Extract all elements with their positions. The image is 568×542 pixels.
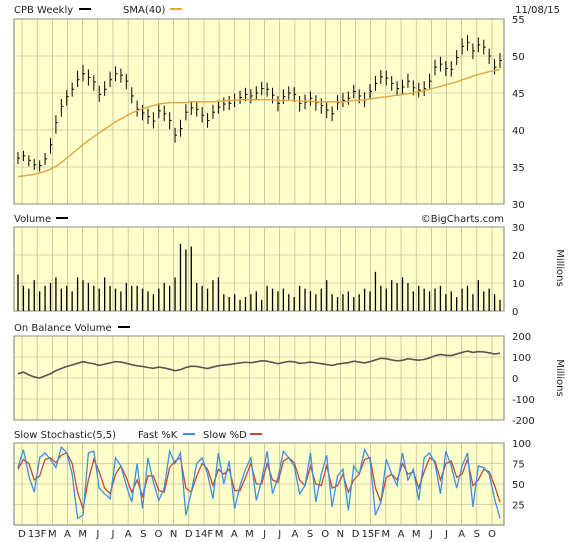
- obv-line: [17, 350, 501, 379]
- obv-plot: [17, 350, 501, 379]
- y-tick-label: 55: [512, 15, 525, 26]
- watermark: ©BigCharts.com: [421, 214, 504, 225]
- obv-unit-label: Millions: [554, 359, 565, 396]
- x-tick-label: N: [170, 529, 177, 540]
- stoch-header: Slow Stochastic(5,5) Fast %K Slow %D: [14, 430, 262, 441]
- x-tick-label: M: [382, 529, 391, 540]
- y-axis-ticks: 55504540353030201002001000-100-200100755…: [512, 15, 535, 512]
- x-tick-label: J: [110, 529, 114, 540]
- sma-label: SMA(40): [123, 5, 165, 16]
- stoch-title: Slow Stochastic(5,5): [14, 430, 116, 441]
- y-tick-label: 100: [512, 439, 531, 450]
- x-tick-label: O: [155, 529, 163, 540]
- x-tick-label: J: [444, 529, 448, 540]
- y-tick-label: 0: [512, 374, 518, 385]
- x-tick-label: D: [18, 529, 26, 540]
- slow-d-label: Slow %D: [203, 430, 247, 441]
- fast-k-line: [17, 445, 501, 520]
- x-tick-label: A: [125, 529, 132, 540]
- x-tick-label: M: [48, 529, 57, 540]
- volume-unit-label: Millions: [554, 249, 565, 286]
- y-tick-label: 50: [512, 480, 525, 491]
- y-tick-label: 10: [512, 279, 525, 290]
- volume-panel: [13, 226, 505, 312]
- x-tick-label: S: [307, 529, 313, 540]
- x-tick-label: 14F: [195, 529, 214, 540]
- volume-legend-swatch: [56, 217, 68, 219]
- fast-k-legend-swatch: [183, 433, 195, 435]
- y-tick-label: 25: [512, 501, 525, 512]
- symbol-label: CPB Weekly: [14, 5, 73, 16]
- x-tick-label: M: [245, 529, 254, 540]
- x-tick-label: S: [140, 529, 146, 540]
- x-axis: D 13F M A M J J A S O N D 14F M A M J J A S O N D 15F M A M J J A S O: [18, 529, 496, 540]
- volume-header: Volume ©BigCharts.com: [14, 214, 504, 225]
- price-plot: [17, 35, 502, 178]
- x-tick-label: J: [277, 529, 281, 540]
- x-tick-label: J: [262, 529, 266, 540]
- x-tick-label: A: [64, 529, 71, 540]
- x-tick-label: O: [488, 529, 496, 540]
- volume-plot: [17, 243, 501, 311]
- sma-line: [17, 68, 501, 178]
- volume-title: Volume: [14, 214, 51, 225]
- x-tick-label: J: [429, 529, 433, 540]
- y-tick-label: 0: [512, 307, 518, 318]
- obv-title: On Balance Volume: [14, 323, 112, 334]
- x-tick-label: D: [352, 529, 360, 540]
- date-label: 11/08/15: [515, 5, 560, 16]
- x-tick-label: J: [95, 529, 99, 540]
- x-tick-label: A: [398, 529, 405, 540]
- x-tick-label: M: [412, 529, 421, 540]
- y-tick-label: -200: [512, 416, 535, 427]
- x-tick-label: M: [78, 529, 87, 540]
- x-tick-label: 13F: [28, 529, 47, 540]
- y-tick-label: 45: [512, 89, 525, 100]
- price-header: CPB Weekly SMA(40) 11/08/15: [14, 5, 560, 16]
- x-tick-label: 15F: [361, 529, 380, 540]
- slow-d-line: [17, 451, 501, 512]
- y-tick-label: 30: [512, 223, 525, 234]
- fast-k-label: Fast %K: [138, 430, 178, 441]
- y-tick-label: 30: [512, 200, 525, 211]
- y-tick-label: -100: [512, 395, 535, 406]
- y-tick-label: 40: [512, 126, 525, 137]
- obv-header: On Balance Volume: [14, 323, 130, 334]
- y-tick-label: 200: [512, 332, 531, 343]
- x-tick-label: A: [291, 529, 298, 540]
- x-tick-label: M: [215, 529, 224, 540]
- stoch-plot: [17, 445, 501, 520]
- y-tick-label: 75: [512, 460, 525, 471]
- x-tick-label: S: [474, 529, 480, 540]
- y-tick-label: 20: [512, 251, 525, 262]
- y-tick-label: 100: [512, 353, 531, 364]
- grid-lines: [14, 18, 504, 525]
- x-tick-label: D: [185, 529, 193, 540]
- y-tick-label: 50: [512, 52, 525, 63]
- obv-legend-swatch: [118, 326, 130, 328]
- price-panel: [13, 18, 505, 205]
- slow-d-legend-swatch: [250, 433, 262, 435]
- x-tick-label: N: [337, 529, 344, 540]
- sma-legend-swatch: [170, 8, 182, 10]
- price-legend-swatch: [79, 8, 91, 10]
- x-tick-label: A: [458, 529, 465, 540]
- y-tick-label: 35: [512, 163, 525, 174]
- x-tick-label: A: [231, 529, 238, 540]
- x-tick-label: O: [321, 529, 329, 540]
